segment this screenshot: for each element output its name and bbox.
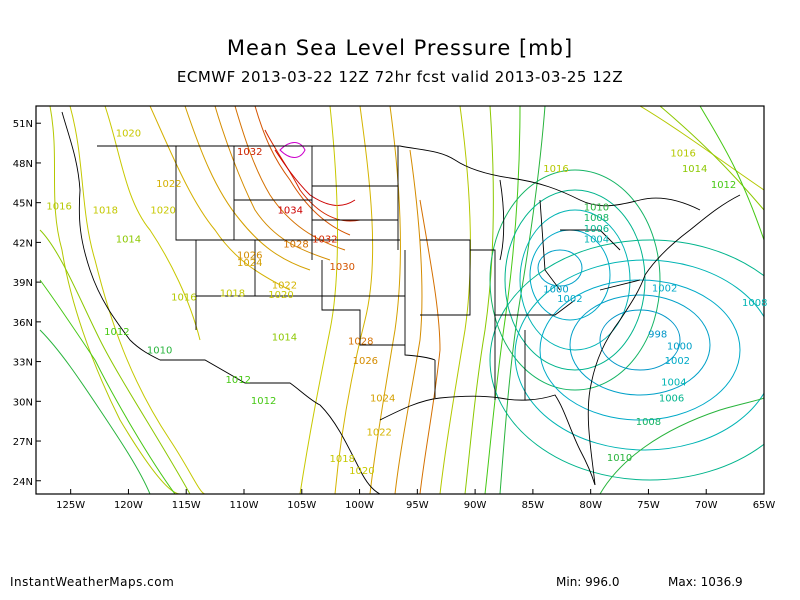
lat-label: 30N	[13, 397, 33, 408]
isobar-label: 1004	[584, 234, 609, 245]
isobar-label: 1018	[220, 289, 245, 300]
isobar-label: 1008	[636, 417, 661, 428]
isobar-label: 1016	[543, 164, 568, 175]
isobar-label: 1022	[272, 281, 297, 292]
axis-ticks: 51N 48N 45N 42N 39N 36N 33N 30N 27N 24N 125W 120W 11…	[13, 119, 776, 511]
map-frame	[35, 105, 765, 495]
isobar-label: 1020	[268, 290, 293, 301]
isobar-label: 1000	[667, 342, 692, 353]
lon-label: 65W	[753, 500, 776, 511]
lat-label: 36N	[13, 318, 33, 329]
isobar-label: 1030	[329, 262, 354, 273]
isobar-label: 1002	[557, 294, 582, 305]
isobar-label: 1014	[682, 164, 707, 175]
isobar-label: 1020	[116, 128, 141, 139]
max-value: Max: 1036.9	[668, 575, 743, 589]
lat-label: 45N	[13, 199, 33, 210]
isobar-label: 1034	[277, 205, 302, 216]
isobar-label: 1024	[237, 258, 262, 269]
isobar-label: 1002	[665, 356, 690, 367]
isobar-label: 1004	[661, 377, 686, 388]
lon-label: 70W	[695, 500, 718, 511]
min-value: Min: 996.0	[556, 575, 620, 589]
isobar-label: 1016	[670, 148, 695, 159]
isobar-label: 1016	[46, 201, 71, 212]
lon-label: 75W	[637, 500, 660, 511]
isobar-label: 1006	[659, 393, 684, 404]
lon-label: 120W	[114, 500, 143, 511]
isobar-label: 1014	[272, 332, 297, 343]
lon-label: 95W	[406, 500, 429, 511]
lat-label: 51N	[13, 119, 33, 130]
isobar-label: 1032	[237, 147, 262, 158]
lat-label: 33N	[13, 358, 33, 369]
isobar-label: 1022	[366, 428, 391, 439]
lon-label: 100W	[345, 500, 374, 511]
isobar-label: 1010	[607, 453, 632, 464]
lat-label: 27N	[13, 437, 33, 448]
lon-label: 125W	[56, 500, 85, 511]
isobar-label: 1012	[251, 396, 276, 407]
isobar-label: 1026	[353, 356, 378, 367]
isobar-label: 1000	[543, 285, 568, 296]
isobar-label: 1012	[711, 180, 736, 191]
lat-label: 48N	[13, 159, 33, 170]
lat-label: 24N	[13, 477, 33, 488]
isobar-label: 1014	[116, 234, 141, 245]
lon-label: 80W	[579, 500, 602, 511]
isobar-label: 1008	[742, 298, 767, 309]
isobar-label: 1018	[93, 205, 118, 216]
isobar-label: 1008	[584, 213, 609, 224]
isobar-label: 1010	[147, 346, 172, 357]
isobar-label: 1024	[370, 393, 395, 404]
map-subtitle: ECMWF 2013-03-22 12Z 72hr fcst valid 201…	[176, 68, 624, 86]
isobar-label: 1018	[329, 454, 354, 465]
isobar-label: 1028	[283, 240, 308, 251]
lat-label: 42N	[13, 238, 33, 249]
isobar-label: 1012	[104, 327, 129, 338]
lon-label: 105W	[287, 500, 316, 511]
site-credit: InstantWeatherMaps.com	[10, 575, 175, 589]
isobar-label: 1012	[225, 375, 250, 386]
isobar-label: 1028	[348, 336, 373, 347]
lon-label: 85W	[522, 500, 545, 511]
lon-label: 90W	[464, 500, 487, 511]
isobar-label: 1016	[171, 293, 196, 304]
isobar-label: 1020	[150, 205, 175, 216]
isobar-label: 1010	[584, 203, 609, 214]
lon-label: 110W	[230, 500, 259, 511]
map-title: Mean Sea Level Pressure [mb]	[226, 36, 574, 60]
isobar-label: 1022	[156, 179, 181, 190]
isobar-label: 1002	[652, 283, 677, 294]
isobar-label: 998	[648, 330, 667, 341]
lon-label: 115W	[172, 500, 201, 511]
isobar-label: 1020	[349, 466, 374, 477]
isobar-label: 1032	[312, 234, 337, 245]
isobar-label: 1026	[237, 250, 262, 261]
state-borders	[61, 111, 741, 494]
lat-label: 39N	[13, 278, 33, 289]
isobar-label: 1006	[584, 224, 609, 235]
